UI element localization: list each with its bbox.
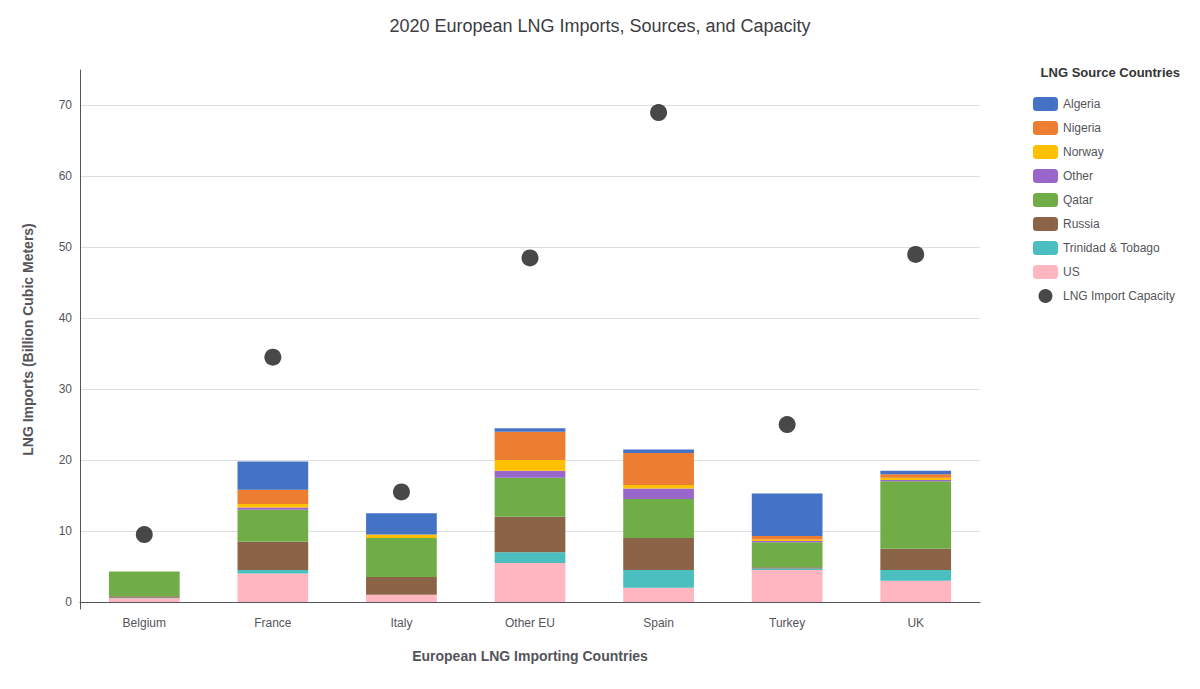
svg-text:Belgium: Belgium — [123, 616, 166, 630]
svg-text:Norway: Norway — [1063, 145, 1104, 159]
svg-text:France: France — [254, 616, 292, 630]
svg-text:Other: Other — [1063, 169, 1093, 183]
svg-text:US: US — [1063, 265, 1080, 279]
svg-text:Trinidad & Tobago: Trinidad & Tobago — [1063, 241, 1160, 255]
svg-text:Italy: Italy — [390, 616, 412, 630]
svg-text:LNG Source Countries: LNG Source Countries — [1041, 65, 1180, 80]
svg-text:Russia: Russia — [1063, 217, 1100, 231]
svg-text:30: 30 — [59, 382, 73, 396]
svg-text:Nigeria: Nigeria — [1063, 121, 1101, 135]
svg-text:50: 50 — [59, 240, 73, 254]
svg-text:LNG Imports (Billion Cubic Met: LNG Imports (Billion Cubic Meters) — [20, 223, 36, 456]
svg-text:Qatar: Qatar — [1063, 193, 1093, 207]
svg-text:2020 European LNG Imports, Sou: 2020 European LNG Imports, Sources, and … — [389, 16, 810, 36]
svg-text:70: 70 — [59, 98, 73, 112]
svg-text:60: 60 — [59, 169, 73, 183]
svg-text:40: 40 — [59, 311, 73, 325]
svg-text:UK: UK — [907, 616, 924, 630]
svg-text:European LNG Importing Countri: European LNG Importing Countries — [412, 648, 648, 664]
svg-text:20: 20 — [59, 453, 73, 467]
svg-text:Algeria: Algeria — [1063, 97, 1101, 111]
svg-text:Spain: Spain — [643, 616, 674, 630]
svg-text:Other EU: Other EU — [505, 616, 555, 630]
svg-text:LNG Import Capacity: LNG Import Capacity — [1063, 289, 1175, 303]
svg-text:Turkey: Turkey — [769, 616, 805, 630]
svg-text:10: 10 — [59, 524, 73, 538]
svg-text:0: 0 — [65, 595, 72, 609]
